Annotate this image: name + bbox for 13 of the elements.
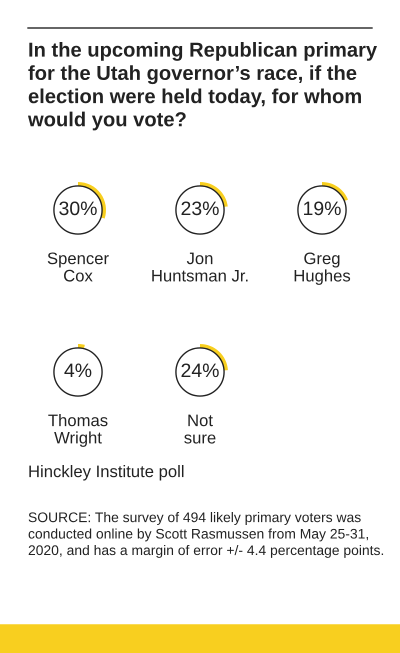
data-label: 23% — [182, 201, 219, 216]
source-note: SOURCE: The survey of 494 likely primary voters was conducted online by Scott Rasmussen from May 25-31, 2020, and has a margin of error +/- 4.4 percentage points. — [28, 512, 384, 558]
text: Hinckley Institute poll — [29, 465, 184, 481]
text: Jon Huntsman Jr. — [152, 252, 248, 282]
data-label: 30% — [59, 201, 97, 216]
text: Not sure — [184, 414, 216, 444]
text: Thomas Wright — [48, 414, 108, 447]
text: In the upcoming Republican primary for the Utah governor’s race, if the election were held today, for whom would you vote? — [28, 42, 378, 130]
data-label: 4% — [64, 364, 92, 378]
data-label: 19% — [304, 201, 341, 216]
data-label: 24% — [182, 363, 219, 378]
text: Greg Hughes — [294, 252, 350, 285]
text: Spencer Cox — [48, 252, 109, 282]
